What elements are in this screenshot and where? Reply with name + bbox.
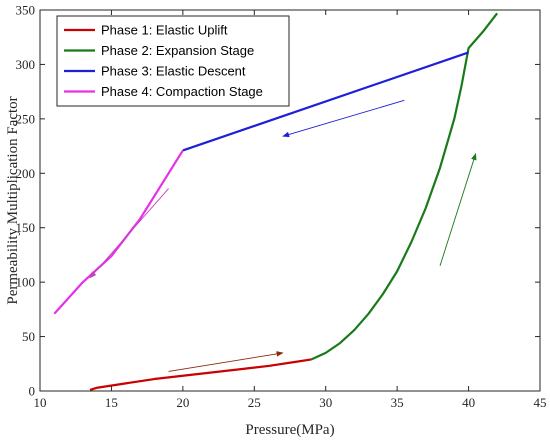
legend-box (56, 15, 290, 107)
direction-arrow-3 (282, 99, 405, 138)
legend-entry-phase-1: Phase 1: Elastic Uplift (101, 23, 228, 38)
y-tick-label: 350 (16, 3, 36, 18)
y-tick-label: 250 (16, 111, 36, 126)
legend-entry-phase-4: Phase 4: Compaction Stage (101, 84, 263, 99)
x-tick-label: 30 (319, 395, 332, 410)
direction-arrow-4 (89, 188, 169, 279)
x-tick-label: 25 (248, 395, 261, 410)
x-tick-label: 10 (34, 395, 47, 410)
y-tick-label: 50 (22, 329, 35, 344)
plot-area (53, 12, 499, 391)
x-axis-title: Pressure(MPa) (245, 422, 334, 438)
x-tick-label: 15 (105, 395, 118, 410)
x-tick-label: 35 (391, 395, 404, 410)
legend-entry-phase-3: Phase 3: Elastic Descent (101, 64, 246, 79)
legend-entry-phase-2: Phase 2: Expansion Stage (101, 43, 254, 58)
axes-frame (39, 9, 541, 392)
y-tick-label: 200 (16, 166, 36, 181)
y-tick-label: 0 (29, 384, 36, 399)
y-tick-label: 300 (16, 57, 36, 72)
x-tick-label: 20 (176, 395, 189, 410)
series-line-phase-3 (182, 51, 469, 152)
tick-marks (39, 9, 541, 392)
series-line-phase-4 (53, 149, 184, 315)
legend: Phase 1: Elastic Uplift Phase 2: Expansio… (56, 15, 290, 107)
axes (39, 9, 541, 392)
y-axis-title: Permeability Multiplication Factor (5, 96, 21, 304)
x-tick-label: 45 (534, 395, 547, 410)
x-tick-label: 40 (462, 395, 475, 410)
series-line-phase-2 (310, 12, 499, 361)
tick-labels: 10 15 20 25 30 35 40 45 0 50 100 150 200 250 300 350 (16, 3, 547, 411)
direction-arrow-2 (439, 153, 477, 266)
direction-arrow-1 (168, 351, 284, 372)
series-line-phase-1 (89, 358, 312, 391)
y-tick-label: 150 (16, 220, 36, 235)
y-tick-label: 100 (16, 275, 36, 290)
